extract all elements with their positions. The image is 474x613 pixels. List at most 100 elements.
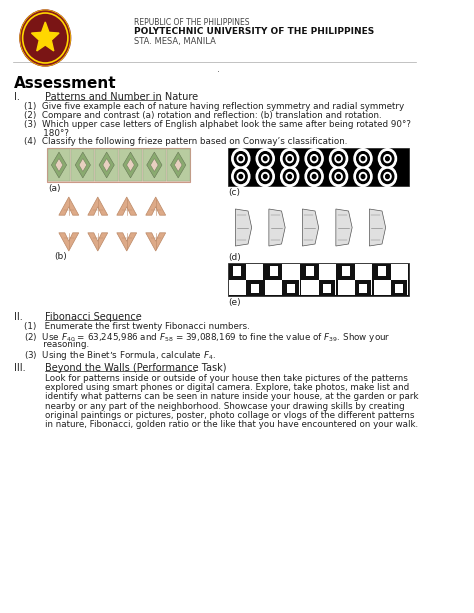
Circle shape xyxy=(384,154,391,162)
Circle shape xyxy=(305,167,323,186)
Circle shape xyxy=(356,151,369,166)
Circle shape xyxy=(264,175,267,178)
Circle shape xyxy=(259,151,272,166)
Circle shape xyxy=(283,151,296,166)
Circle shape xyxy=(235,170,247,183)
Polygon shape xyxy=(75,152,91,178)
Bar xyxy=(283,280,299,295)
Text: Assessment: Assessment xyxy=(14,76,116,91)
Circle shape xyxy=(381,151,394,166)
Circle shape xyxy=(337,157,340,161)
Bar xyxy=(228,148,409,186)
Circle shape xyxy=(359,154,366,162)
Polygon shape xyxy=(59,233,79,251)
Circle shape xyxy=(286,154,293,162)
Polygon shape xyxy=(171,152,186,178)
Bar xyxy=(323,284,331,294)
Polygon shape xyxy=(99,152,114,178)
Bar xyxy=(374,264,408,295)
Circle shape xyxy=(310,172,318,180)
Bar xyxy=(229,264,246,280)
Bar xyxy=(301,264,319,280)
Circle shape xyxy=(335,154,342,162)
Text: (1)  Give five example each of nature having reflection symmetry and radial symm: (1) Give five example each of nature hav… xyxy=(25,102,405,111)
Circle shape xyxy=(264,157,267,161)
Text: in nature, Fibonacci, golden ratio or the like that you have encountered on your: in nature, Fibonacci, golden ratio or th… xyxy=(45,420,419,429)
Bar xyxy=(359,284,367,294)
Bar xyxy=(246,280,263,295)
Bar xyxy=(337,264,372,295)
Text: ·: · xyxy=(217,67,220,77)
Circle shape xyxy=(381,170,394,183)
Polygon shape xyxy=(146,197,166,215)
Text: (2)  Compare and contrast (a) rotation and reflection: (b) translation and rotat: (2) Compare and contrast (a) rotation an… xyxy=(25,111,382,120)
Circle shape xyxy=(332,151,345,166)
Text: Fibonacci Sequence: Fibonacci Sequence xyxy=(45,312,142,322)
Circle shape xyxy=(232,148,250,169)
Bar xyxy=(270,266,278,275)
Circle shape xyxy=(256,167,274,186)
Text: original paintings or pictures, poster, photo collage or vlogs of the different : original paintings or pictures, poster, … xyxy=(45,411,415,420)
Circle shape xyxy=(281,167,299,186)
Text: (4)  Classify the following frieze pattern based on Conway’s classification.: (4) Classify the following frieze patter… xyxy=(25,137,348,146)
Text: (b): (b) xyxy=(55,252,67,261)
Text: (1)   Enumerate the first twenty Fibonacci numbers.: (1) Enumerate the first twenty Fibonacci… xyxy=(25,322,250,331)
Bar xyxy=(342,266,350,275)
Text: (3)  Using the Binet’s Formula, calculate $F_4$.: (3) Using the Binet’s Formula, calculate… xyxy=(25,349,216,362)
Polygon shape xyxy=(269,209,285,246)
Text: explored using smart phones or digital camera. Explore, take photos, make list a: explored using smart phones or digital c… xyxy=(45,383,410,392)
Circle shape xyxy=(20,10,71,66)
Bar xyxy=(47,149,71,181)
Text: POLYTECHNIC UNIVERSITY OF THE PHILIPPINES: POLYTECHNIC UNIVERSITY OF THE PHILIPPINE… xyxy=(134,27,374,36)
Polygon shape xyxy=(123,152,138,178)
Polygon shape xyxy=(103,159,110,172)
Bar xyxy=(228,263,409,296)
Text: identify what patterns can be seen in nature inside your house, at the garden or: identify what patterns can be seen in na… xyxy=(45,392,419,402)
Bar xyxy=(47,148,190,182)
Circle shape xyxy=(281,148,299,169)
Text: III.: III. xyxy=(14,363,25,373)
Polygon shape xyxy=(51,152,67,178)
Bar xyxy=(355,280,371,295)
Bar xyxy=(251,284,258,294)
Bar xyxy=(265,264,283,280)
Circle shape xyxy=(359,172,366,180)
Bar xyxy=(143,149,166,181)
Circle shape xyxy=(378,167,397,186)
Polygon shape xyxy=(79,159,87,172)
Polygon shape xyxy=(147,152,162,178)
Circle shape xyxy=(384,172,391,180)
Bar xyxy=(167,149,190,181)
Bar xyxy=(337,264,355,280)
Circle shape xyxy=(256,148,274,169)
Bar xyxy=(72,149,94,181)
Circle shape xyxy=(286,172,293,180)
Polygon shape xyxy=(88,197,108,215)
Text: (3)  Which upper case letters of English alphabet look the same after being rota: (3) Which upper case letters of English … xyxy=(25,120,411,129)
Circle shape xyxy=(262,172,269,180)
Circle shape xyxy=(312,157,316,161)
Bar xyxy=(233,266,241,275)
Circle shape xyxy=(235,151,247,166)
Text: Look for patterns inside or outside of your house then take pictures of the patt: Look for patterns inside or outside of y… xyxy=(45,374,408,383)
Polygon shape xyxy=(146,233,166,251)
Bar xyxy=(378,266,386,275)
Polygon shape xyxy=(117,233,137,251)
Text: (a): (a) xyxy=(48,184,61,193)
Polygon shape xyxy=(336,209,352,246)
Circle shape xyxy=(239,175,243,178)
Circle shape xyxy=(308,170,320,183)
Circle shape xyxy=(332,170,345,183)
Polygon shape xyxy=(236,209,252,246)
Circle shape xyxy=(337,175,340,178)
Text: reasoning.: reasoning. xyxy=(25,340,90,349)
Circle shape xyxy=(288,157,292,161)
Circle shape xyxy=(237,172,245,180)
Text: (c): (c) xyxy=(228,188,240,197)
Text: STA. MESA, MANILA: STA. MESA, MANILA xyxy=(134,37,216,46)
Text: (e): (e) xyxy=(228,298,241,307)
Bar xyxy=(229,264,264,295)
Bar xyxy=(301,264,336,295)
Text: (2)  Use $F_{40}$ = 63,245,986 and $F_{58}$ = 39,088,169 to fine the value of $F: (2) Use $F_{40}$ = 63,245,986 and $F_{58… xyxy=(25,331,391,344)
Circle shape xyxy=(239,157,243,161)
